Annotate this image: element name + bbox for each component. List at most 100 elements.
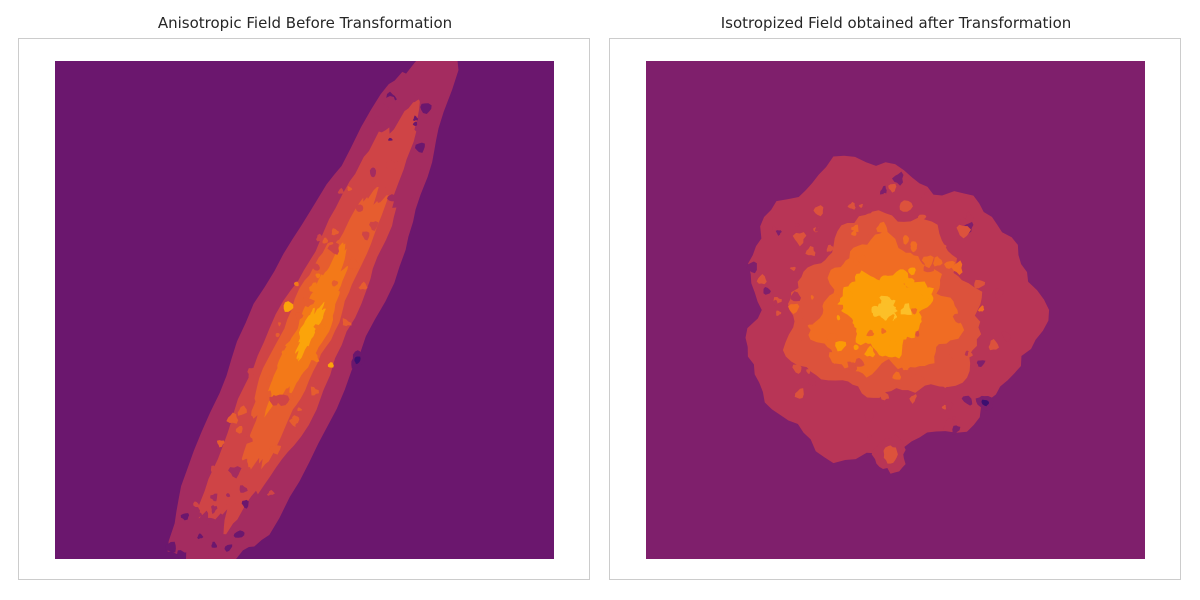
contour-speckle — [787, 342, 794, 352]
contour-speckle — [826, 333, 838, 341]
contour-speckle — [854, 357, 865, 367]
contour-speckle — [965, 211, 975, 223]
contour-speckle — [244, 435, 253, 445]
contour-speckle — [789, 266, 796, 272]
contour-min-spot — [354, 356, 361, 365]
contour-speckle — [414, 142, 425, 153]
contour-speckle — [919, 287, 934, 301]
contour-speckle — [331, 280, 339, 287]
contour-speckle — [355, 204, 364, 212]
contour-speckle — [412, 121, 418, 126]
contour-speckle — [406, 189, 415, 200]
contour-speckle — [941, 404, 947, 410]
contour-speckle — [322, 237, 329, 244]
contour-speckle — [788, 303, 800, 314]
contour-speckle — [879, 295, 891, 304]
contour-speckle — [310, 386, 319, 396]
contour-speckle — [808, 378, 816, 386]
contour-speckle — [850, 230, 857, 236]
contour-speckle — [206, 517, 215, 525]
contour-speckle — [879, 185, 887, 195]
contour-speckle — [211, 541, 218, 548]
contour-speckle — [373, 116, 382, 124]
contour-speckle — [225, 496, 237, 507]
contour-speckle — [807, 324, 815, 331]
contour-speckle — [889, 340, 897, 348]
contour-speckle — [358, 281, 368, 290]
contour-speckle — [361, 231, 370, 241]
contour-speckle — [892, 371, 902, 380]
contour-speckle — [224, 544, 233, 552]
contour-speckle — [911, 373, 925, 388]
contour-speckle — [845, 289, 854, 299]
contour-speckle — [190, 510, 203, 521]
contour-speckle — [316, 233, 324, 242]
contour-speckle — [216, 440, 225, 448]
contour-speckle — [933, 256, 943, 267]
contour-speckle — [918, 214, 927, 221]
contour-speckle — [385, 160, 397, 171]
contour-speckle — [826, 244, 834, 252]
contour-speckle — [961, 395, 973, 406]
contour-speckle — [814, 225, 821, 232]
contour-speckle — [302, 296, 315, 308]
contour-speckle — [855, 254, 866, 264]
contour-speckle — [828, 352, 840, 365]
contour-speckle — [235, 426, 243, 434]
contour-speckle — [275, 332, 280, 338]
contour-speckle — [775, 230, 782, 236]
isotropized-field-contour-plot — [646, 61, 1145, 559]
contour-speckle — [920, 190, 934, 204]
contour-speckle — [944, 260, 956, 269]
contour-speckle — [994, 287, 1004, 300]
contour-speckle — [835, 341, 847, 352]
contour-speckle — [315, 273, 321, 279]
contour-speckle — [266, 375, 273, 383]
contour-speckle — [208, 485, 215, 492]
contour-speckle — [177, 550, 187, 559]
contour-speckle — [888, 183, 897, 193]
contour-speckle — [307, 352, 320, 363]
contour-speckle — [967, 351, 973, 358]
contour-speckle — [831, 294, 840, 304]
contour-speckle — [952, 416, 957, 421]
contour-speckle — [308, 282, 319, 294]
contour-speckle — [899, 200, 913, 212]
contour-speckle — [902, 364, 909, 371]
contour-speckle — [959, 217, 969, 226]
contour-speckle — [810, 294, 814, 300]
contour-speckle — [794, 222, 800, 228]
contour-speckle — [233, 530, 245, 538]
contour-speckle — [210, 465, 218, 473]
contour-speckle — [892, 171, 904, 186]
contour-speckle — [313, 324, 326, 335]
contour-speckle — [384, 187, 389, 194]
contour-speckle — [805, 246, 816, 257]
contour-speckle — [285, 341, 293, 349]
contour-speckle — [952, 425, 961, 435]
contour-speckle — [210, 505, 218, 515]
contour-speckle — [881, 328, 887, 335]
contour-speckle — [763, 286, 771, 295]
contour-speckle — [387, 194, 396, 202]
contour-speckle — [864, 345, 876, 358]
contour-speckle — [864, 412, 875, 423]
contour-speckle — [867, 434, 872, 440]
contour-speckle — [1001, 331, 1011, 343]
contour-speckle — [836, 314, 841, 321]
contour-speckle — [327, 242, 340, 255]
right-panel-title: Isotropized Field obtained after Transfo… — [720, 14, 1072, 32]
contour-speckle — [295, 422, 302, 430]
contour-speckle — [180, 513, 190, 521]
contour-speckle — [806, 369, 811, 374]
contour-speckle — [369, 167, 377, 178]
contour-speckle — [944, 401, 954, 411]
contour-speckle — [347, 256, 360, 269]
contour-speckle — [942, 382, 949, 388]
contour-speckle — [388, 137, 393, 141]
contour-speckle — [245, 538, 251, 544]
contour-speckle — [832, 304, 844, 315]
contour-speckle — [952, 313, 963, 324]
contour-speckle — [976, 360, 986, 367]
contour-speckle — [887, 314, 895, 322]
